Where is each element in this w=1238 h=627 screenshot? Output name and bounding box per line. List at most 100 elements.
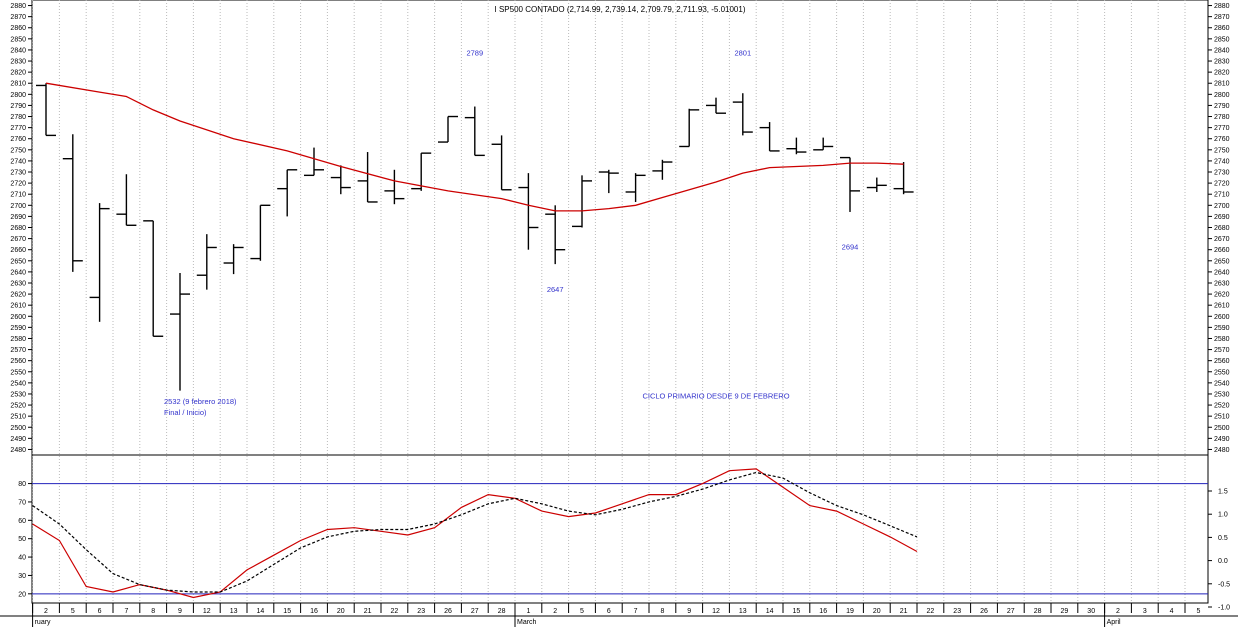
y-tick-label-left: 2560 [10,358,26,365]
x-tick-label: 21 [900,608,908,615]
y-tick-label-left: 2670 [10,236,26,243]
ohlc-bar [840,156,860,212]
y-tick-label-right: 2830 [1214,59,1230,66]
y-tick-label-left: 2540 [10,380,26,387]
y-tick-label-right: 2760 [1214,136,1230,143]
ohlc-bar [572,175,592,228]
x-tick-label: 1 [526,608,530,615]
ohlc-bar [438,115,458,143]
y-tick-label-right: 2750 [1214,147,1230,154]
osc-tick-label-right: 0.0 [1218,558,1228,565]
y-tick-label-right: 2850 [1214,36,1230,43]
moving-average-line [45,82,904,212]
y-tick-label-left: 2710 [10,192,26,199]
y-tick-label-left: 2730 [10,170,26,177]
x-tick-label: 15 [793,608,801,615]
y-tick-label-left: 2600 [10,314,26,321]
y-tick-label-right: 2640 [1214,269,1230,276]
osc-tick-label-right: 0.5 [1218,535,1228,542]
ohlc-bar [464,106,485,157]
y-tick-label-right: 2580 [1214,336,1230,343]
x-tick-label: 22 [927,608,935,615]
y-tick-label-right: 2790 [1214,103,1230,110]
ohlc-bar [62,134,83,272]
x-tick-label: 30 [1087,608,1095,615]
y-tick-label-right: 2630 [1214,280,1230,287]
y-tick-label-right: 2840 [1214,47,1230,54]
x-tick-label: 3 [1143,608,1147,615]
y-tick-label-right: 2710 [1214,192,1230,199]
y-tick-label-left: 2480 [10,447,26,454]
y-tick-label-right: 2540 [1214,380,1230,387]
ohlc-bar [732,93,753,136]
ohlc-bar [545,205,566,265]
ohlc-bar [357,152,378,203]
chart-title: I SP500 CONTADO (2,714.99, 2,739.14, 2,7… [495,5,746,14]
y-tick-label-left: 2570 [10,347,26,354]
y-tick-label-right: 2670 [1214,236,1230,243]
ohlc-bar [652,159,673,180]
x-tick-label: 4 [1170,608,1174,615]
ohlc-bar [116,174,137,226]
x-tick-label: 23 [417,608,425,615]
osc-tick-label-left: 70 [18,499,26,506]
osc-tick-label-left: 50 [18,536,26,543]
x-tick-label: 9 [178,608,182,615]
y-tick-label-left: 2580 [10,336,26,343]
ohlc-bar [706,97,726,114]
x-tick-label: 8 [151,608,155,615]
osc-tick-label-right: -0.5 [1218,581,1230,588]
x-tick-label: 27 [471,608,479,615]
x-tick-label: 28 [498,608,506,615]
annotation-label: CICLO PRIMARIO DESDE 9 DE FEBRERO [642,391,789,400]
y-tick-label-right: 2870 [1214,14,1230,21]
y-tick-label-left: 2850 [10,36,26,43]
osc-tick-label-left: 30 [18,573,26,580]
y-tick-label-right: 2780 [1214,114,1230,121]
ohlc-bar [384,169,405,205]
x-tick-label: 5 [580,608,584,615]
osc-tick-label-right: 1.5 [1218,489,1228,496]
oscillator-panel [32,468,1208,599]
y-tick-label-right: 2690 [1214,214,1230,221]
y-tick-label-right: 2590 [1214,325,1230,332]
annotation-label: 2694 [842,243,859,252]
ohlc-bar [598,169,619,194]
x-tick-label: 26 [444,608,452,615]
y-tick-label-right: 2660 [1214,247,1230,254]
y-tick-label-right: 2490 [1214,436,1230,443]
x-tick-label: 2 [44,608,48,615]
ohlc-bar [170,273,190,391]
ohlc-bar [304,147,324,177]
ohlc-bar [223,244,244,275]
y-tick-label-right: 2560 [1214,358,1230,365]
annotation-label: 2532 (9 febrero 2018) [164,397,237,406]
x-tick-label: 13 [739,608,747,615]
annotation-label: 2801 [734,48,751,57]
y-tick-label-right: 2550 [1214,369,1230,376]
osc-tick-label-right: -1.0 [1218,605,1230,612]
y-tick-label-left: 2810 [10,81,26,88]
ohlc-bar [813,137,834,151]
x-tick-label: 6 [607,608,611,615]
x-tick-label: 14 [257,608,265,615]
y-tick-label-left: 2610 [10,303,26,310]
x-tick-label: 9 [687,608,691,615]
y-tick-label-right: 2680 [1214,225,1230,232]
y-tick-label-left: 2520 [10,403,26,410]
x-tick-label: 13 [230,608,238,615]
y-tick-label-right: 2570 [1214,347,1230,354]
osc-tick-label-left: 60 [18,518,26,525]
y-tick-label-right: 2810 [1214,81,1230,88]
x-tick-label: 2 [1116,608,1120,615]
osc-tick-label-left: 40 [18,555,26,562]
x-tick-label: 29 [1061,608,1069,615]
x-tick-label: 12 [203,608,211,615]
x-tick-label: 15 [283,608,291,615]
y-tick-label-left: 2820 [10,70,26,77]
month-label: ruary [35,619,51,626]
y-tick-label-left: 2590 [10,325,26,332]
y-tick-label-left: 2650 [10,258,26,265]
y-tick-label-right: 2530 [1214,391,1230,398]
